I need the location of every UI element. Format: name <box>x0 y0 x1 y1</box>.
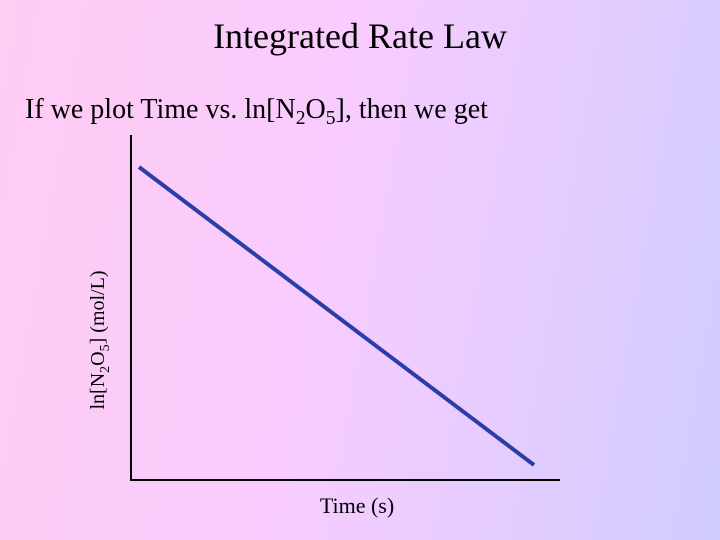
subtitle-subscript: 5 <box>326 108 336 129</box>
subtitle: If we plot Time vs. ln[N2O5], then we ge… <box>25 94 488 129</box>
subtitle-text: If we plot Time vs. ln[N <box>25 94 296 125</box>
y-label-text: O <box>87 351 109 365</box>
x-axis-label: Time (s) <box>320 493 394 518</box>
subtitle-subscript: 2 <box>296 108 306 129</box>
title: Integrated Rate Law <box>213 16 507 56</box>
y-label-subscript: 2 <box>98 366 113 373</box>
subtitle-text: ], then we get <box>336 94 489 125</box>
y-label-text: ln[N <box>87 373 109 410</box>
subtitle-text: O <box>305 94 325 125</box>
y-label-subscript: 5 <box>98 344 113 351</box>
y-axis-label: ln[N2O5] (mol/L) <box>87 271 113 410</box>
trend-line <box>137 165 536 467</box>
y-label-text: ] (mol/L) <box>87 271 109 345</box>
